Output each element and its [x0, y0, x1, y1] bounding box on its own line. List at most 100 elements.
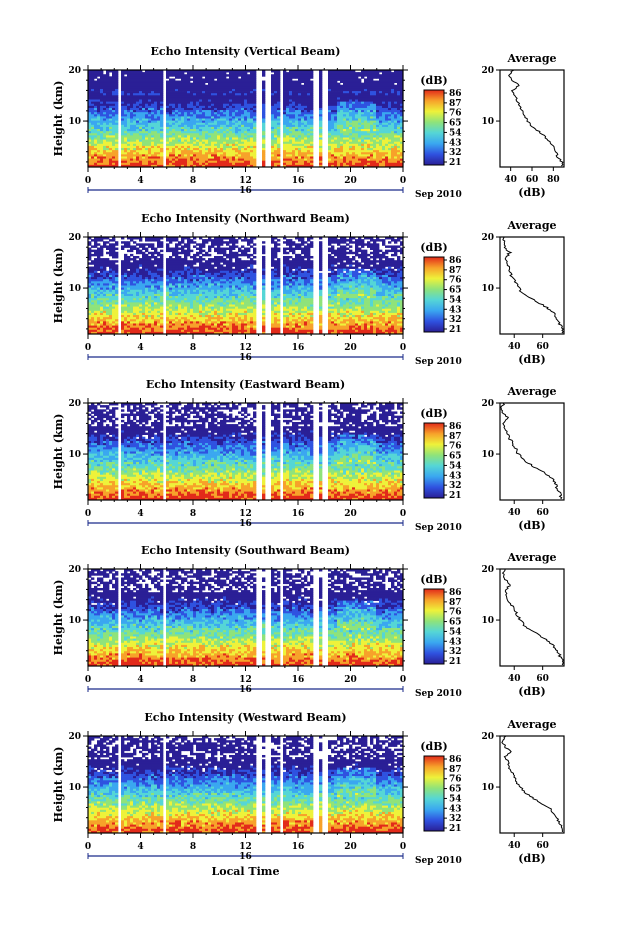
heatmap-cell: [385, 163, 388, 165]
heatmap-cell: [109, 95, 112, 97]
heatmap-cell: [397, 102, 400, 104]
heatmap-cell: [298, 152, 301, 154]
heatmap-cell: [97, 307, 100, 309]
heatmap-cell: [178, 104, 181, 106]
heatmap-cell: [103, 307, 106, 309]
heatmap-cell: [151, 91, 154, 93]
heatmap-cell: [136, 127, 139, 129]
heatmap-cell: [166, 156, 169, 158]
heatmap-cell: [379, 106, 382, 108]
heatmap-cell: [373, 121, 376, 123]
heatmap-cell: [124, 131, 127, 133]
heatmap-cell: [151, 152, 154, 154]
heatmap-cell: [121, 123, 124, 125]
heatmap-cell: [136, 74, 139, 76]
heatmap-cell: [373, 97, 376, 99]
heatmap-cell: [193, 106, 196, 108]
heatmap-cell: [232, 156, 235, 158]
heatmap-cell: [184, 81, 187, 83]
heatmap-cell: [247, 112, 250, 114]
heatmap-cell: [199, 95, 202, 97]
heatmap-cell: [379, 104, 382, 106]
heatmap-cell: [370, 85, 373, 87]
heatmap-cell: [94, 116, 97, 118]
heatmap-cell: [151, 116, 154, 118]
heatmap-cell: [103, 317, 106, 319]
heatmap-cell: [283, 137, 286, 139]
heatmap-cell: [121, 119, 124, 121]
heatmap-cell: [295, 74, 298, 76]
heatmap-cell: [172, 102, 175, 104]
heatmap-cell: [127, 112, 130, 114]
heatmap-cell: [103, 119, 106, 121]
heatmap-cell: [331, 159, 334, 161]
heatmap-cell: [364, 110, 367, 112]
heatmap-cell: [340, 135, 343, 137]
heatmap-cell: [109, 288, 112, 290]
heatmap-cell: [178, 110, 181, 112]
heatmap-cell: [166, 163, 169, 165]
heatmap-cell: [277, 76, 280, 78]
heatmap-cell: [124, 83, 127, 85]
heatmap-cell: [346, 163, 349, 165]
heatmap-cell: [319, 104, 322, 106]
heatmap-cell: [133, 123, 136, 125]
heatmap-cell: [232, 72, 235, 74]
heatmap-cell: [385, 72, 388, 74]
heatmap-cell: [115, 296, 118, 298]
heatmap-cell: [340, 154, 343, 156]
heatmap-cell: [328, 129, 331, 131]
heatmap-cell: [133, 85, 136, 87]
heatmap-cell: [136, 110, 139, 112]
heatmap-cell: [127, 309, 130, 311]
heatmap-cell: [349, 146, 352, 148]
heatmap-cell: [262, 135, 265, 137]
heatmap-cell: [220, 81, 223, 83]
heatmap-cell: [328, 156, 331, 158]
heatmap-cell: [352, 78, 355, 80]
heatmap-cell: [112, 104, 115, 106]
heatmap-cell: [373, 123, 376, 125]
heatmap-cell: [379, 83, 382, 85]
heatmap-cell: [106, 273, 109, 275]
heatmap-cell: [229, 93, 232, 95]
heatmap-cell: [241, 81, 244, 83]
heatmap-cell: [397, 78, 400, 80]
heatmap-cell: [100, 323, 103, 325]
heatmap-cell: [148, 150, 151, 152]
heatmap-cell: [343, 112, 346, 114]
heatmap-cell: [142, 146, 145, 148]
heatmap-cell: [199, 112, 202, 114]
heatmap-cell: [151, 144, 154, 146]
heatmap-cell: [388, 127, 391, 129]
heatmap-cell: [121, 121, 124, 123]
heatmap-cell: [175, 106, 178, 108]
heatmap-cell: [169, 116, 172, 118]
heatmap-cell: [124, 281, 127, 283]
heatmap-cell: [277, 137, 280, 139]
heatmap-cell: [244, 159, 247, 161]
heatmap-cell: [292, 74, 295, 76]
heatmap-cell: [370, 152, 373, 154]
heatmap-cell: [145, 133, 148, 135]
heatmap-cell: [220, 74, 223, 76]
heatmap-cell: [388, 163, 391, 165]
heatmap-cell: [91, 154, 94, 156]
heatmap-cell: [127, 74, 130, 76]
heatmap-cell: [334, 100, 337, 102]
heatmap-cell: [157, 85, 160, 87]
heatmap-cell: [298, 119, 301, 121]
heatmap-cell: [391, 137, 394, 139]
heatmap-cell: [319, 121, 322, 123]
heatmap-cell: [169, 119, 172, 121]
heatmap-cell: [358, 137, 361, 139]
heatmap-cell: [139, 163, 142, 165]
heatmap-cell: [262, 97, 265, 99]
heatmap-cell: [109, 140, 112, 142]
heatmap-cell: [298, 85, 301, 87]
heatmap-cell: [358, 152, 361, 154]
heatmap-cell: [130, 250, 133, 252]
heatmap-cell: [172, 74, 175, 76]
heatmap-cell: [331, 142, 334, 144]
heatmap-cell: [361, 123, 364, 125]
